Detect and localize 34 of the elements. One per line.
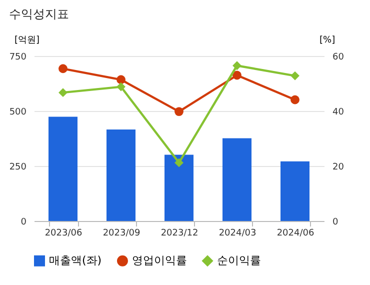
x-tick-label: 2023/09 xyxy=(102,228,140,238)
bar xyxy=(48,116,78,221)
x-tick-label: 2023/06 xyxy=(44,228,82,238)
y-tick-label: 0 xyxy=(20,218,27,228)
bar xyxy=(222,138,252,221)
y-axis-title: [억원] xyxy=(14,36,40,46)
legend-label: 영업이익률 xyxy=(132,254,187,267)
x-tick-label: 2024/06 xyxy=(276,228,314,238)
point xyxy=(174,158,184,168)
point xyxy=(58,88,68,98)
point xyxy=(174,107,184,116)
y-tick-label: 500 xyxy=(9,108,27,118)
bar xyxy=(280,161,310,221)
bar xyxy=(164,154,194,221)
y-tick-label: 250 xyxy=(9,162,27,172)
legend-label: 매출액(좌) xyxy=(49,254,102,267)
y2-tick-label: 20 xyxy=(332,162,344,172)
chart-title: 수익성지표 xyxy=(8,7,69,21)
point xyxy=(58,64,68,74)
y2-axis-title: [%] xyxy=(320,36,336,46)
point xyxy=(232,70,242,80)
x-tick-label: 2024/03 xyxy=(218,228,256,238)
point xyxy=(232,61,242,70)
point xyxy=(116,82,126,92)
y-tick-label: 750 xyxy=(9,52,27,62)
y2-tick-label: 0 xyxy=(332,218,338,228)
x-tick-label: 2023/12 xyxy=(160,228,198,238)
point xyxy=(290,71,300,80)
legend-label: 순이익률 xyxy=(217,254,261,267)
bar xyxy=(106,129,136,221)
point xyxy=(290,95,300,104)
y2-tick-label: 40 xyxy=(332,108,344,118)
y2-tick-label: 60 xyxy=(332,52,344,62)
point xyxy=(116,75,126,84)
